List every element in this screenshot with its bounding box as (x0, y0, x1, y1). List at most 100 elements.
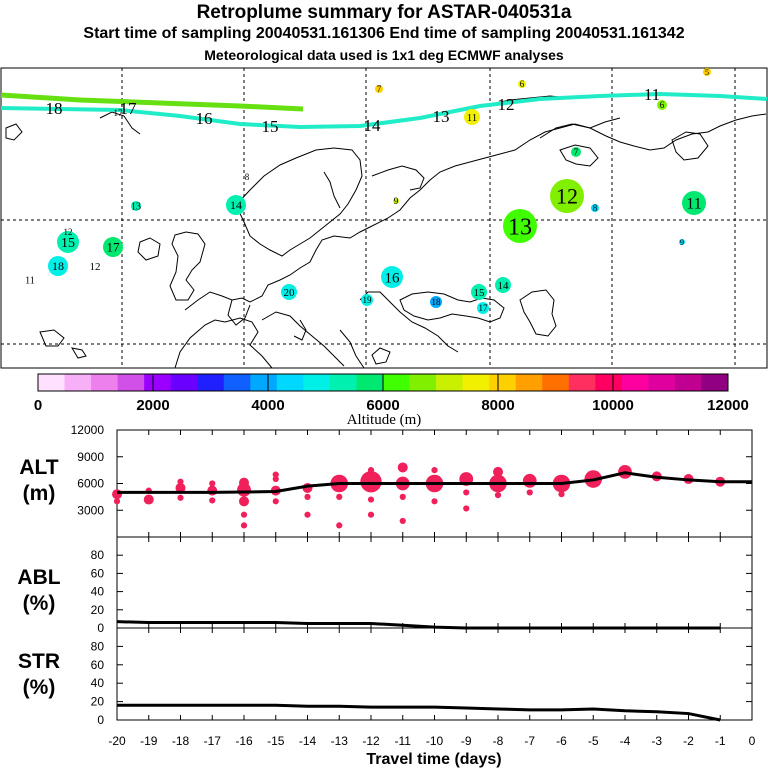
cluster-circle (381, 266, 403, 288)
colorbar-swatch (250, 374, 278, 391)
altitude-point (336, 522, 343, 529)
cluster-circle (471, 284, 487, 300)
x-tick-label: -16 (235, 734, 253, 748)
x-tick-label: -4 (620, 734, 631, 748)
altitude-point (367, 467, 375, 474)
colorbar-swatch (409, 374, 437, 391)
trajectory-cluster: 14 (495, 277, 511, 293)
panel-ylabel: STR (18, 650, 60, 673)
x-tick-label: -11 (395, 734, 412, 748)
cluster-label: 16 (385, 270, 401, 286)
cluster-circle (657, 100, 667, 110)
altitude-point (239, 477, 249, 488)
altitude-point (272, 475, 279, 483)
cluster-label: 6 (520, 79, 525, 89)
altitude-point (526, 489, 533, 496)
altitude-point (367, 511, 375, 518)
cluster-label: 11 (686, 196, 701, 213)
y-tick-label: 12000 (71, 423, 105, 437)
colorbar-swatch (197, 374, 225, 391)
cluster-circle (464, 109, 480, 125)
colorbar-swatch (515, 374, 543, 391)
colorbar-swatch (568, 374, 596, 391)
trajectory-day-label: 13 (433, 107, 450, 126)
x-tick-label: -19 (140, 734, 158, 748)
altitude-point (399, 493, 406, 500)
cyan-trajectory-track (0, 91, 768, 130)
cluster-circle (703, 68, 711, 76)
sampling-times: Start time of sampling 20040531.161306 E… (83, 25, 685, 42)
cluster-label: 9 (394, 196, 399, 206)
trajectory-cluster: 7 (571, 147, 581, 157)
trajectory-cluster: 13 (503, 209, 537, 243)
altitude-point (143, 494, 154, 505)
altitude-point (399, 517, 406, 525)
x-tick-label: -3 (651, 734, 662, 748)
altitude-point (367, 496, 375, 503)
colorbar-swatch (38, 374, 65, 391)
cluster-circle (430, 296, 442, 308)
cluster-circle (550, 179, 584, 213)
colorbar-swatch (64, 374, 92, 391)
cluster-circle (48, 256, 68, 276)
colorbar-swatch (223, 374, 251, 391)
cluster-label: 8 (245, 172, 250, 182)
x-tick-label: -2 (683, 734, 694, 748)
y-tick-label: 80 (91, 639, 105, 653)
panel-ylabel-unit: (m) (23, 482, 56, 505)
colorbar-swatch (303, 374, 331, 391)
altitude-point (209, 497, 216, 504)
trajectory-cluster: 11 (25, 276, 35, 287)
cluster-circle (503, 209, 537, 243)
cluster-label: 18 (432, 297, 442, 307)
trajectory-day-label: 14 (364, 116, 382, 135)
colorbar-swatch (144, 374, 171, 391)
x-tick-label: -20 (108, 734, 126, 748)
colorbar-swatch (276, 374, 304, 391)
x-tick-label: -15 (267, 734, 285, 748)
x-tick-label: -17 (204, 734, 222, 748)
trajectory-cluster: 19 (361, 294, 373, 306)
trajectory-cluster: 12 (90, 261, 101, 273)
colorbar-swatch (701, 374, 729, 391)
altitude-point (522, 473, 537, 488)
panel-ylabel-unit: (%) (23, 676, 56, 699)
trajectory-cluster: 15 (471, 284, 487, 300)
y-tick-label: 80 (91, 548, 105, 562)
colorbar-tick-label: 6000 (366, 397, 399, 414)
cluster-label: 7 (574, 147, 579, 157)
trajectory-cluster: 5 (703, 68, 711, 77)
altitude-colorbar (37, 373, 729, 392)
altitude-point (463, 505, 470, 512)
cluster-circle (375, 85, 383, 93)
trajectory-cluster: 6 (518, 79, 526, 89)
trajectory-cluster: 18 (48, 256, 68, 276)
colorbar-swatch (648, 374, 676, 391)
panel-abl: ABL (%) 80 60 40 20 0 (17, 536, 753, 635)
altitude-point (493, 466, 503, 477)
cluster-circle (495, 277, 511, 293)
cluster-label: 7 (377, 84, 382, 94)
trajectory-day-label: 11 (644, 85, 660, 104)
panel-ylabel: ALT (19, 456, 58, 479)
trajectory-cluster: 16 (381, 266, 403, 288)
trajectory-cluster: 9 (679, 238, 685, 247)
cluster-circle (57, 231, 79, 253)
y-tick-label: 40 (91, 676, 105, 690)
colorbar-tick-label: 2000 (136, 397, 169, 414)
cluster-circle (518, 80, 526, 88)
cluster-label: 15 (61, 236, 75, 251)
cluster-circle (103, 237, 123, 257)
green-trajectory-track (0, 92, 304, 112)
cluster-label: 12 (90, 261, 101, 273)
cluster-circle (131, 201, 141, 211)
cluster-label: 13 (508, 214, 532, 240)
x-tick-label: 0 (749, 734, 756, 748)
cluster-label: 5 (705, 68, 709, 77)
altitude-point (558, 491, 565, 498)
cluster-circle (361, 294, 373, 306)
colorbar-swatch (621, 374, 649, 391)
altitude-point (336, 493, 343, 500)
cluster-label: 11 (467, 112, 478, 124)
